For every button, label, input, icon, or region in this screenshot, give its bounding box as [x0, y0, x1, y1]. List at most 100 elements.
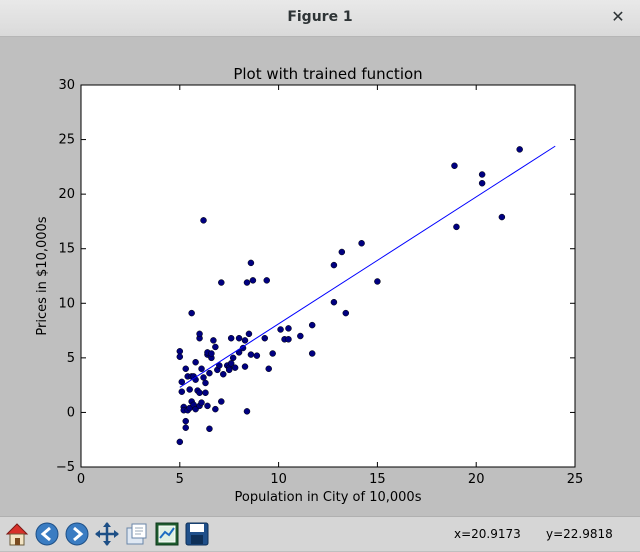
- scatter-point: [308, 321, 316, 329]
- scatter-point: [247, 259, 255, 267]
- scatter-point: [235, 334, 243, 342]
- scatter-point: [176, 348, 184, 355]
- home-icon: [5, 523, 29, 546]
- scatter-point: [245, 330, 253, 338]
- scatter-point: [182, 365, 189, 373]
- scatter-point: [241, 337, 249, 344]
- scatter-point: [204, 402, 211, 410]
- scatter-point: [239, 344, 247, 352]
- navigation-toolbar: x=20.9173 y=22.9818: [0, 516, 640, 551]
- scatter-point: [249, 277, 257, 284]
- scatter-point: [176, 353, 184, 361]
- forward-button[interactable]: [63, 520, 91, 548]
- scatter-point: [188, 309, 195, 317]
- scatter-point: [330, 261, 338, 269]
- axes-background: [80, 84, 576, 468]
- save-icon: [185, 522, 209, 546]
- scatter-point: [277, 326, 284, 333]
- x-coordinate-readout: x=20.9173: [454, 527, 521, 541]
- scatter-point: [218, 398, 225, 405]
- scatter-point: [182, 417, 189, 425]
- window-title: Figure 1: [287, 9, 353, 25]
- y-tick-label: 5: [67, 351, 75, 366]
- scatter-point: [200, 374, 207, 381]
- home-button[interactable]: [3, 520, 31, 548]
- y-tick-label: 15: [58, 242, 75, 257]
- x-axis-label: Population in City of 10,000s: [235, 490, 422, 505]
- scatter-point: [253, 352, 261, 359]
- scatter-point: [192, 358, 199, 366]
- y-axis-label: Prices in $10,000s: [35, 216, 50, 335]
- scatter-point: [265, 365, 272, 373]
- scatter-point: [200, 217, 207, 224]
- scatter-point: [198, 365, 205, 373]
- y-tick-label: 10: [58, 296, 75, 311]
- scatter-point: [478, 179, 486, 187]
- pan-button[interactable]: [93, 520, 121, 548]
- scatter-point: [212, 343, 219, 351]
- window-titlebar: Figure 1 ✕: [0, 0, 640, 37]
- scatter-point: [269, 350, 276, 357]
- scatter-point: [338, 248, 346, 256]
- scatter-point: [202, 379, 209, 387]
- scatter-point: [225, 366, 233, 374]
- configure-subplots-button[interactable]: [153, 520, 181, 548]
- scatter-point: [453, 223, 460, 231]
- scatter-point: [208, 350, 215, 357]
- y-tick-label: 30: [58, 78, 75, 93]
- x-tick-label: 10: [270, 472, 287, 487]
- close-icon[interactable]: ✕: [611, 7, 625, 26]
- scatter-point: [206, 425, 213, 433]
- scatter-point: [182, 424, 189, 431]
- x-tick-label: 5: [176, 472, 184, 487]
- scatter-point: [285, 325, 292, 332]
- scatter-point: [220, 370, 227, 378]
- scatter-point: [247, 351, 255, 358]
- y-tick-label: 20: [58, 187, 75, 202]
- scatter-point: [206, 369, 213, 377]
- scatter-point: [210, 337, 217, 344]
- forward-icon: [65, 522, 89, 546]
- scatter-point: [229, 354, 237, 362]
- scatter-point: [358, 240, 365, 247]
- scatter-point: [516, 146, 523, 153]
- scatter-point: [176, 438, 184, 446]
- scatter-point: [218, 279, 225, 286]
- pan-icon: [95, 522, 119, 546]
- figure-canvas[interactable]: Plot with trained function Population in…: [0, 37, 640, 516]
- x-tick-label: 0: [77, 472, 85, 487]
- scatter-point: [308, 350, 316, 357]
- scatter-point: [374, 278, 381, 285]
- scatter-point: [178, 378, 186, 386]
- back-icon: [35, 522, 59, 546]
- scatter-point: [263, 277, 270, 284]
- zoom-button[interactable]: [123, 520, 151, 548]
- chart[interactable]: Plot with trained function Population in…: [0, 37, 640, 516]
- scatter-point: [178, 388, 186, 395]
- scatter-point: [196, 330, 203, 338]
- y-tick-label: 0: [67, 405, 75, 420]
- save-button[interactable]: [183, 520, 211, 548]
- scatter-point: [212, 405, 219, 413]
- y-tick-label: 25: [58, 133, 75, 148]
- fit-line: [179, 145, 556, 388]
- scatter-point: [342, 309, 350, 317]
- scatter-point: [243, 408, 251, 415]
- scatter-point: [478, 171, 486, 178]
- configure-subplots-icon: [155, 522, 179, 546]
- scatter-point: [285, 336, 292, 343]
- scatter-point: [451, 162, 458, 170]
- x-tick-label: 25: [567, 472, 584, 487]
- scatter-point: [196, 389, 203, 397]
- y-tick-label: −5: [56, 460, 75, 475]
- x-tick-label: 15: [369, 472, 386, 487]
- x-tick-label: 20: [468, 472, 485, 487]
- scatter-point: [498, 213, 506, 221]
- zoom-icon: [126, 523, 147, 545]
- scatter-point: [198, 399, 205, 406]
- chart-title: Plot with trained function: [233, 65, 422, 83]
- scatter-point: [241, 363, 249, 370]
- scatter-point: [297, 332, 304, 340]
- scatter-point: [186, 386, 193, 393]
- back-button[interactable]: [33, 520, 61, 548]
